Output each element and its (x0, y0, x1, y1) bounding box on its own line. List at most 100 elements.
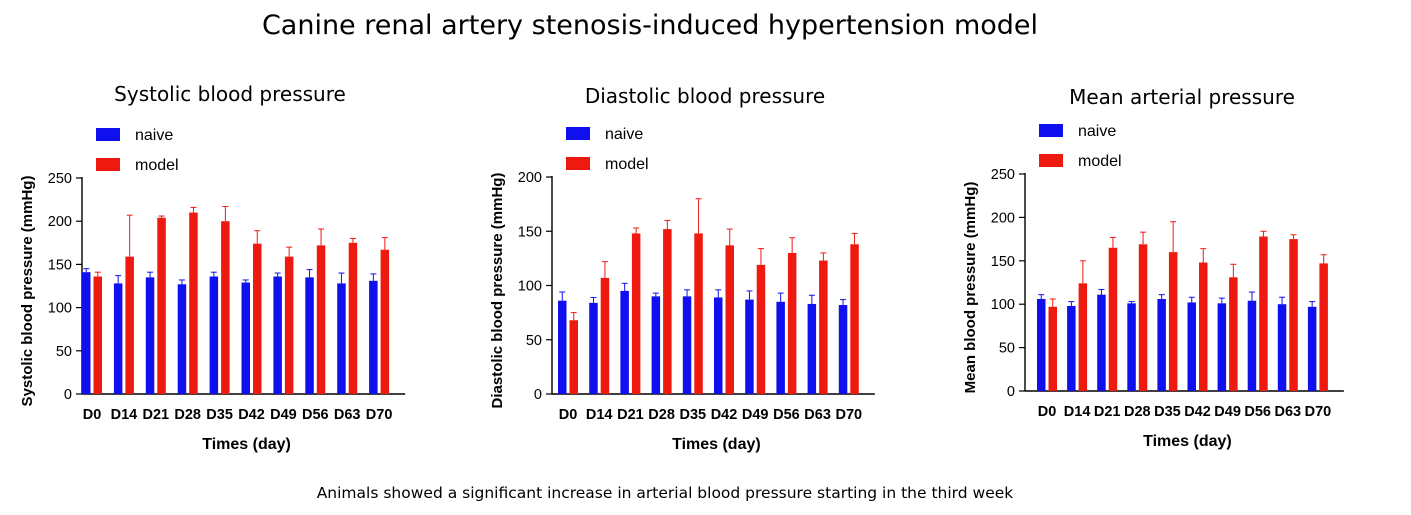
model-bar-d63 (1289, 239, 1298, 391)
model-bar-d56 (1259, 236, 1268, 391)
model-bar-d42 (253, 243, 262, 394)
naive-bar-d42 (714, 297, 723, 394)
model-bar-d14 (1078, 283, 1088, 391)
x-axis-label: Times (day) (672, 436, 761, 453)
naive-bar-d63 (1277, 304, 1287, 391)
model-bar-d28 (663, 229, 672, 394)
naive-bar-d70 (1307, 306, 1317, 391)
y-tick-label: 150 (991, 254, 1015, 270)
x-tick-label: D63 (334, 407, 361, 423)
naive-bar-d49 (1217, 303, 1227, 391)
model-bar-d49 (756, 264, 766, 394)
y-tick-label: 50 (999, 341, 1015, 357)
naive-bar-d21 (145, 277, 155, 394)
x-tick-label: D0 (559, 407, 578, 423)
naive-bar-d70 (838, 305, 848, 394)
legend-label-model: model (605, 156, 649, 173)
naive-bar-d42 (1187, 302, 1196, 391)
model-bar-d14 (600, 277, 610, 394)
x-tick-label: D42 (711, 407, 738, 423)
x-tick-label: D42 (1184, 404, 1211, 420)
x-tick-label: D49 (742, 407, 769, 423)
x-tick-label: D35 (679, 407, 706, 423)
x-tick-label: D56 (1244, 404, 1271, 420)
model-bar-d35 (221, 221, 230, 394)
y-tick-label: 0 (534, 387, 542, 403)
y-axis-label: Diastolic blood pressure (mmHg) (489, 173, 506, 409)
chart-title-diastolic: Diastolic blood pressure (584, 84, 826, 108)
x-tick-label: D21 (617, 407, 644, 423)
x-tick-label: D0 (83, 407, 102, 423)
y-tick-label: 50 (526, 333, 542, 349)
model-bar-d28 (1138, 244, 1148, 391)
y-axis-label: Mean blood pressure (mmHg) (962, 182, 979, 394)
y-tick-label: 250 (991, 167, 1015, 183)
x-tick-label: D70 (835, 407, 862, 423)
diastolic-bp-chart: 0 50 100 150 200 D0 D14 D21 D28 D35 D42 D49 D56 D63 D7… (489, 126, 875, 453)
systolic-bp-chart: 0 50 100 150 200 250 D0 D14 D21 D28 D35 D42 D49 D56 D6… (19, 127, 406, 453)
model-bar-d42 (725, 245, 734, 394)
x-tick-label: D14 (111, 407, 138, 423)
legend-swatch-model (1039, 154, 1063, 167)
x-tick-label: D35 (206, 407, 233, 423)
naive-bar-d0 (558, 300, 567, 394)
legend-label-model: model (1078, 153, 1122, 170)
model-bar-d21 (157, 217, 166, 394)
x-tick-label: D63 (804, 407, 831, 423)
model-bar-d21 (1108, 247, 1118, 391)
naive-bar-d35 (1157, 298, 1166, 391)
y-tick-label: 100 (991, 297, 1015, 313)
x-tick-label: D21 (142, 407, 169, 423)
y-tick-label: 200 (48, 214, 72, 230)
model-bar-d42 (1199, 262, 1208, 391)
legend-swatch-naive (96, 128, 120, 141)
naive-bar-d70 (369, 280, 378, 394)
naive-bar-d21 (1097, 294, 1106, 391)
model-bar-d70 (1319, 263, 1328, 391)
x-tick-label: D56 (302, 407, 329, 423)
model-bar-d14 (125, 256, 134, 394)
model-bar-d70 (380, 249, 390, 394)
x-tick-label: D28 (648, 407, 675, 423)
chart-title-systolic: Systolic blood pressure (114, 82, 346, 106)
naive-bar-d35 (682, 296, 692, 394)
x-tick-label: D70 (366, 407, 393, 423)
y-tick-label: 100 (48, 301, 72, 317)
x-tick-label: D42 (238, 407, 265, 423)
model-bar-d0 (93, 276, 102, 394)
naive-bar-d49 (273, 276, 282, 394)
model-bar-d49 (284, 256, 294, 394)
y-tick-label: 150 (518, 224, 542, 240)
naive-bar-d28 (177, 284, 187, 394)
naive-bar-d63 (337, 283, 346, 394)
chart-title-mean: Mean arterial pressure (1069, 85, 1295, 109)
y-tick-label: 50 (56, 344, 72, 360)
model-bar-d0 (569, 320, 578, 394)
model-bar-d0 (1048, 306, 1057, 391)
naive-bar-d0 (1037, 298, 1046, 391)
x-tick-label: D28 (1124, 404, 1151, 420)
x-axis-label: Times (day) (202, 436, 291, 453)
x-axis-label: Times (day) (1143, 433, 1232, 450)
legend-label-model: model (135, 157, 179, 174)
naive-bar-d56 (776, 301, 785, 394)
legend-label-naive: naive (605, 126, 643, 143)
model-bar-d35 (1168, 252, 1178, 391)
naive-bar-d14 (113, 283, 123, 394)
y-tick-label: 0 (1007, 384, 1015, 400)
naive-bar-d14 (589, 302, 598, 394)
model-bar-d49 (1229, 277, 1238, 391)
model-bar-d56 (316, 245, 326, 394)
y-tick-label: 0 (64, 387, 72, 403)
legend-swatch-model (96, 158, 120, 171)
model-bar-d56 (787, 252, 797, 394)
naive-bar-d49 (745, 299, 754, 394)
y-tick-label: 150 (48, 257, 72, 273)
x-tick-label: D49 (1214, 404, 1241, 420)
legend-swatch-naive (566, 127, 590, 140)
y-axis-label: Systolic blood pressure (mmHg) (19, 176, 36, 407)
x-tick-label: D70 (1305, 404, 1332, 420)
x-tick-label: D14 (1064, 404, 1091, 420)
naive-bar-d14 (1067, 305, 1076, 391)
y-tick-label: 200 (518, 170, 542, 186)
